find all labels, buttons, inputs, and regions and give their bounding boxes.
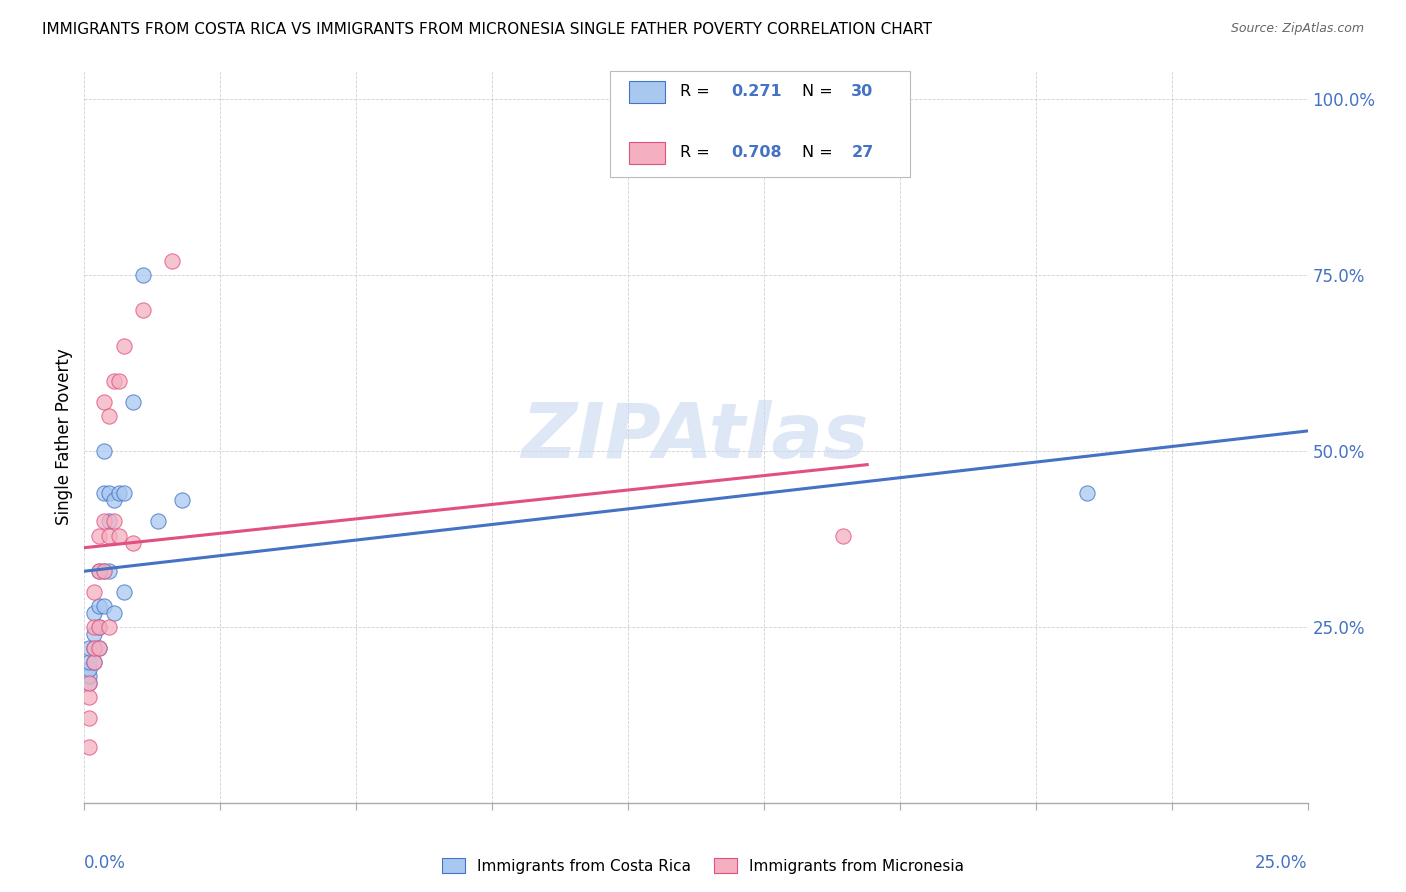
Point: [77, 711, 100, 725]
FancyBboxPatch shape: [628, 81, 665, 103]
Point: [97, 515, 120, 529]
Point: [122, 535, 145, 549]
Point: [77, 641, 100, 656]
Point: [132, 268, 155, 283]
Point: [103, 515, 125, 529]
Point: [77, 690, 100, 705]
Point: [87, 620, 110, 634]
Point: [97, 564, 120, 578]
Point: [103, 606, 125, 620]
Point: [93, 564, 115, 578]
Text: N =: N =: [803, 145, 838, 160]
Point: [172, 493, 194, 508]
Point: [103, 493, 125, 508]
Point: [107, 528, 129, 542]
Point: [87, 641, 110, 656]
Point: [77, 676, 100, 690]
FancyBboxPatch shape: [628, 142, 665, 163]
Point: [77, 669, 100, 683]
Text: 30: 30: [851, 85, 873, 99]
Text: R =: R =: [681, 145, 714, 160]
Point: [107, 374, 129, 388]
Point: [97, 486, 120, 500]
Text: 27: 27: [851, 145, 873, 160]
Point: [112, 486, 135, 500]
Text: 25.0%: 25.0%: [1256, 854, 1308, 872]
Point: [97, 620, 120, 634]
Point: [93, 444, 115, 458]
Point: [146, 515, 169, 529]
Text: 0.0%: 0.0%: [84, 854, 127, 872]
Text: 0.708: 0.708: [731, 145, 782, 160]
Text: IMMIGRANTS FROM COSTA RICA VS IMMIGRANTS FROM MICRONESIA SINGLE FATHER POVERTY C: IMMIGRANTS FROM COSTA RICA VS IMMIGRANTS…: [42, 22, 932, 37]
Point: [93, 486, 115, 500]
Text: R =: R =: [681, 85, 714, 99]
Point: [122, 395, 145, 409]
Point: [1076, 486, 1098, 500]
Point: [83, 641, 105, 656]
Point: [112, 584, 135, 599]
Point: [162, 254, 184, 268]
Point: [83, 584, 105, 599]
Point: [83, 620, 105, 634]
Point: [132, 303, 155, 318]
Point: [83, 655, 105, 669]
Text: 0.271: 0.271: [731, 85, 782, 99]
Point: [107, 486, 129, 500]
Point: [77, 676, 100, 690]
Point: [77, 662, 100, 676]
Legend: Immigrants from Costa Rica, Immigrants from Micronesia: Immigrants from Costa Rica, Immigrants f…: [436, 852, 970, 880]
Point: [93, 599, 115, 613]
Point: [83, 641, 105, 656]
Point: [87, 528, 110, 542]
Point: [87, 564, 110, 578]
Text: ZIPAtlas: ZIPAtlas: [522, 401, 870, 474]
Point: [112, 339, 135, 353]
Point: [83, 606, 105, 620]
Point: [97, 528, 120, 542]
Point: [93, 515, 115, 529]
Point: [83, 627, 105, 641]
Point: [87, 564, 110, 578]
Point: [87, 599, 110, 613]
Point: [77, 655, 100, 669]
Point: [87, 641, 110, 656]
Point: [93, 395, 115, 409]
Text: N =: N =: [803, 85, 838, 99]
Point: [77, 739, 100, 754]
Y-axis label: Single Father Poverty: Single Father Poverty: [55, 349, 73, 525]
Point: [831, 528, 853, 542]
Text: Source: ZipAtlas.com: Source: ZipAtlas.com: [1230, 22, 1364, 36]
Point: [83, 655, 105, 669]
Point: [103, 374, 125, 388]
Point: [87, 620, 110, 634]
Point: [93, 564, 115, 578]
Point: [97, 409, 120, 423]
FancyBboxPatch shape: [610, 71, 910, 178]
